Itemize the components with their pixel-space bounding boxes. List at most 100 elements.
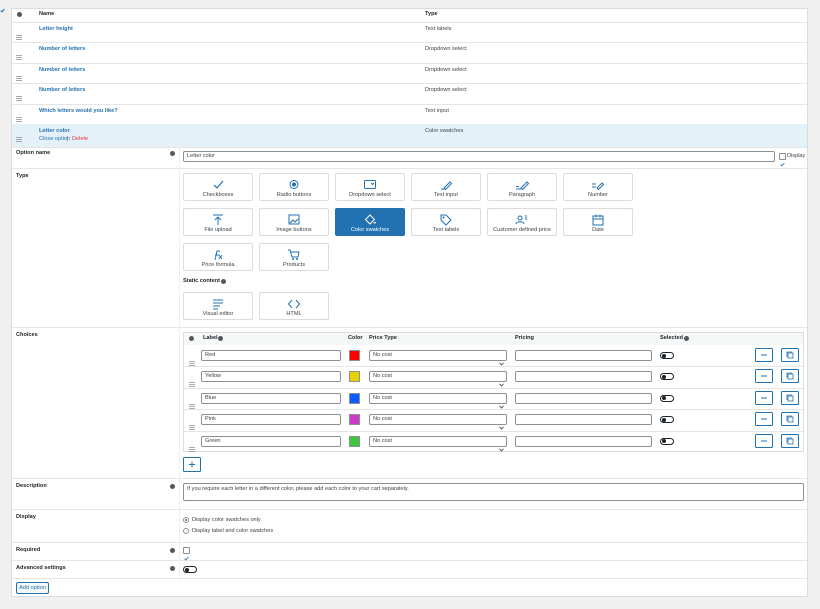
divider <box>12 83 807 85</box>
drag-handle[interactable] <box>16 68 22 81</box>
remove-button[interactable] <box>755 348 773 362</box>
option-name-link[interactable]: Number of letters <box>39 46 86 53</box>
column-header: Selected <box>660 335 684 341</box>
drag-handle[interactable] <box>189 439 195 452</box>
select-arrow-svg <box>499 383 504 387</box>
choice-label-input[interactable] <box>201 371 341 383</box>
radio[interactable] <box>183 528 189 534</box>
tile-label: Visual editor <box>202 311 234 317</box>
tile-icon <box>363 213 377 226</box>
tile-label: Color swatches <box>350 227 390 233</box>
option-name-link[interactable]: Number of letters <box>39 87 86 94</box>
price-type: No cost <box>373 373 392 380</box>
type-tile[interactable] <box>259 173 329 201</box>
remove-button[interactable] <box>755 369 773 384</box>
type-tile[interactable] <box>335 173 405 201</box>
remove-button[interactable] <box>755 412 773 427</box>
tile-icon <box>439 178 453 191</box>
pricing-input[interactable] <box>515 414 652 426</box>
remove-button[interactable] <box>755 390 773 405</box>
color-swatch[interactable] <box>349 435 360 447</box>
radio-label: Display color swatches only <box>192 517 261 523</box>
color-swatch[interactable] <box>349 392 360 404</box>
drag-handle-svg <box>16 75 22 81</box>
option-name-link[interactable]: Number of letters <box>39 66 86 73</box>
drag-handle-svg <box>189 361 195 366</box>
delete-link[interactable]: Delete <box>72 136 89 142</box>
toggle-knob <box>661 396 666 401</box>
drag-handle[interactable] <box>16 47 22 61</box>
selected-toggle[interactable] <box>660 437 674 445</box>
description-textarea[interactable] <box>183 483 804 501</box>
color-swatch[interactable] <box>349 350 360 361</box>
tile-icon <box>439 213 453 226</box>
header-row <box>12 9 807 22</box>
tile-icon-svg <box>364 214 376 225</box>
drag-handle[interactable] <box>16 88 22 102</box>
duplicate-button[interactable] <box>781 412 799 427</box>
type-tile[interactable] <box>563 208 633 236</box>
pricing-input[interactable] <box>515 371 652 383</box>
tile-icon <box>515 213 529 226</box>
select-arrow <box>499 417 504 430</box>
required-checkbox[interactable] <box>183 547 190 554</box>
advanced-toggle[interactable] <box>183 566 197 573</box>
add-option-button[interactable] <box>16 582 49 594</box>
type-tile[interactable] <box>411 173 481 201</box>
drag-handle[interactable] <box>189 353 195 366</box>
selected-toggle[interactable] <box>660 416 674 424</box>
drag-handle[interactable] <box>16 109 22 122</box>
option-type: Text labels <box>425 26 452 32</box>
price-type-select[interactable] <box>369 414 507 426</box>
option-name-input[interactable] <box>183 151 775 162</box>
choice-label-input[interactable] <box>201 350 341 361</box>
color-swatch[interactable] <box>349 371 360 383</box>
price-type-select[interactable] <box>369 350 507 361</box>
type-tile[interactable] <box>335 208 405 236</box>
tile-icon-svg <box>516 181 530 191</box>
type-tile[interactable] <box>259 208 329 236</box>
color-swatch[interactable] <box>349 414 360 426</box>
toggle-knob <box>661 439 666 444</box>
type-tile[interactable] <box>259 292 329 320</box>
drag-handle[interactable] <box>16 129 22 142</box>
choice-label-input[interactable] <box>201 392 341 404</box>
add-choice-button[interactable] <box>183 457 201 472</box>
type-tile[interactable] <box>183 243 253 271</box>
tile-label: Checkboxes <box>202 192 234 198</box>
type-tile[interactable] <box>563 173 633 201</box>
help-icon <box>221 279 226 284</box>
choice-label-input[interactable] <box>201 435 341 447</box>
drag-handle[interactable] <box>189 374 195 388</box>
pricing-input[interactable] <box>515 435 652 447</box>
pricing-input[interactable] <box>515 350 652 361</box>
add-option-label: Add option <box>19 584 46 591</box>
pricing-input[interactable] <box>515 392 652 404</box>
selected-toggle[interactable] <box>660 352 674 359</box>
display-checkbox[interactable] <box>779 153 786 160</box>
help-icon <box>170 484 175 489</box>
price-type-select[interactable] <box>369 392 507 404</box>
price-type-select[interactable] <box>369 371 507 383</box>
duplicate-button[interactable] <box>781 433 799 448</box>
drag-handle[interactable] <box>189 417 195 431</box>
choice-label-input[interactable] <box>201 414 341 426</box>
close-option[interactable]: Close option <box>39 136 71 142</box>
price-type-select[interactable] <box>369 435 507 447</box>
selected-toggle[interactable] <box>660 394 674 402</box>
drag-handle[interactable] <box>16 27 22 40</box>
remove-button[interactable] <box>755 433 773 448</box>
header-name: Name <box>39 11 55 17</box>
option-name-link[interactable]: Letter height <box>39 26 73 32</box>
duplicate-button[interactable] <box>781 390 799 405</box>
duplicate-button[interactable] <box>781 369 799 384</box>
duplicate-button[interactable] <box>781 348 799 362</box>
option-name-link[interactable]: Which letters would you like? <box>39 107 118 114</box>
drag-handle[interactable] <box>189 396 195 409</box>
type-tile[interactable] <box>411 208 481 236</box>
option-name-link[interactable]: Letter color <box>39 128 70 134</box>
choices-table <box>183 332 804 452</box>
selected-toggle[interactable] <box>660 373 674 381</box>
option-type: Text input <box>425 107 449 114</box>
help-icon <box>684 336 689 341</box>
